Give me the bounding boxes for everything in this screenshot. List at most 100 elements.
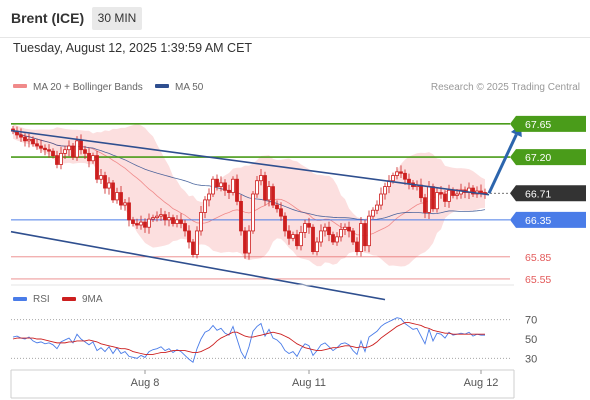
candle-body [163,214,167,221]
candle-body [323,226,327,232]
candle-body [291,234,295,239]
candle-body [451,189,455,196]
candle [91,152,95,164]
candle-body [431,186,435,210]
candle [343,223,347,236]
candle [135,218,139,229]
candle-body [419,184,423,199]
candle-body [71,145,75,158]
candle [39,139,43,153]
time-axis: Aug 8 Aug 11 Aug 12 [10,369,515,399]
candle-body [219,182,223,188]
candles [11,126,487,260]
candle-body [223,182,227,191]
candle [147,213,151,234]
candle [323,223,327,237]
candle-body [407,178,411,184]
timeframe-badge[interactable]: 30 MIN [92,7,142,30]
time-tick-label: Aug 12 [464,377,499,389]
candle [339,222,343,242]
candle-body [191,241,195,255]
candle-body [399,171,403,174]
candle-body [443,193,447,202]
candle [51,148,55,159]
candle [327,221,331,242]
candle-body [331,234,335,243]
candle [159,208,163,221]
rsi-line [12,317,485,363]
candle-body [35,143,39,147]
candle-body [115,192,119,201]
candle-body [67,145,71,151]
candle-body [239,200,243,232]
candle [71,143,75,161]
candle [131,216,135,227]
candle-body [303,223,307,233]
candle-body [355,241,359,252]
candle-body [243,230,247,254]
candle-body [343,226,347,230]
candle-body [471,187,475,195]
rsi-tick-50: 50 [525,334,537,346]
candle-body [315,241,319,252]
candle-body [211,178,215,195]
candle-body [87,152,91,162]
rsi-tick-30: 30 [525,353,537,365]
candle [167,212,171,227]
candle-body [23,136,27,142]
ma50-legend-swatch [155,84,169,88]
candle-body [195,230,199,255]
candle [279,202,283,221]
rsi-panel: 70 50 30 [11,315,537,365]
bollinger-band-fill [13,123,485,267]
candle [207,188,211,207]
candle [31,136,35,147]
candle-body [231,178,235,193]
candle [383,182,387,200]
candle [175,215,179,228]
candle [295,229,299,250]
candle [107,177,111,195]
time-tick-label: Aug 8 [131,377,160,389]
ma50-line [12,130,486,221]
lower-channel-trendline [10,230,386,301]
candle [87,147,91,168]
candle-body [103,175,107,189]
candle-body [383,186,387,195]
pivot-label-bg [510,211,586,228]
candle-body [395,171,399,176]
candle [143,218,147,233]
candle [271,183,275,209]
candle-body [179,219,183,224]
candle [259,169,263,186]
candle [211,176,215,197]
chart-header: Brent (ICE) 30 MIN [0,0,590,38]
candle [19,128,23,142]
candle [471,185,475,197]
candle [443,190,447,207]
candle-body [63,149,67,154]
candle-body [427,186,431,213]
candle [335,232,339,246]
candle-body [379,193,383,206]
price-panel [10,123,522,301]
candle-body [335,236,339,243]
candle-body [247,230,251,254]
candle-body [99,175,103,180]
rsi-legend-label: RSI [33,294,50,305]
pivot-label-box: 66.35 [510,211,586,228]
candle [363,219,367,252]
candle-body [351,230,355,243]
candle [203,196,207,219]
resistance-1-label: 67.20 [525,152,551,164]
candle-body [199,212,203,232]
candle [423,193,427,219]
candle-body [119,192,123,206]
candle [63,145,67,159]
candle-body [135,223,139,226]
time-tick-label: Aug 11 [292,377,326,389]
candle [123,199,127,211]
candle-body [187,230,191,243]
candle [227,184,231,200]
